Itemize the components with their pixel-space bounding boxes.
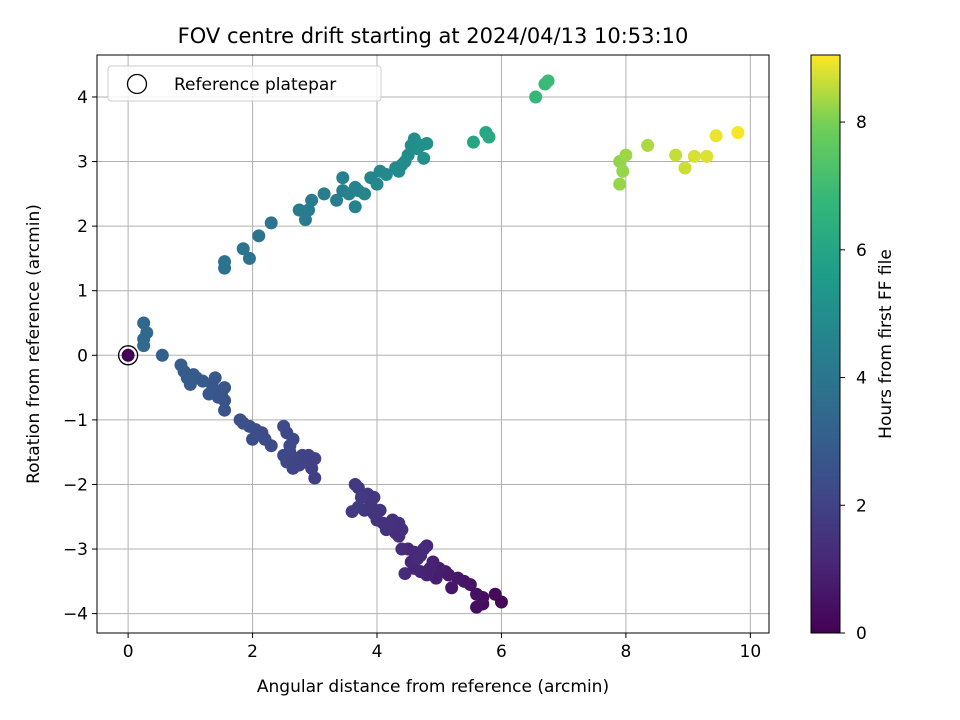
scatter-point <box>488 587 502 601</box>
scatter-point <box>613 177 627 191</box>
scatter-point <box>174 358 188 372</box>
legend: Reference platepar <box>107 65 382 102</box>
scatter-point <box>345 505 359 519</box>
scatter-point <box>482 130 496 144</box>
scatter-point <box>420 136 434 150</box>
scatter-point <box>252 229 266 243</box>
scatter-point <box>470 587 484 601</box>
scatter-point <box>277 419 291 433</box>
scatter-point <box>395 523 409 537</box>
scatter-point <box>641 138 655 152</box>
y-axis-label: Rotation from reference (arcmin) <box>24 204 44 484</box>
plot-frame <box>96 54 770 634</box>
scatter-point <box>379 167 393 181</box>
scatter-point <box>264 216 278 230</box>
scatter-point <box>242 251 256 265</box>
scatter-point <box>417 151 431 165</box>
scatter-point <box>317 187 331 201</box>
x-axis-ticks: 0 2 4 6 8 10 <box>123 633 761 662</box>
grid-lines <box>97 55 769 633</box>
legend-label: Reference platepar <box>174 75 336 95</box>
scatter-point <box>370 177 384 191</box>
scatter-point <box>330 193 344 207</box>
scatter-point <box>398 567 412 581</box>
y-axis-ticks: −4 −3 −2 −1 0 1 2 3 4 <box>63 88 97 625</box>
scatter-point <box>687 149 701 163</box>
legend-marker-icon <box>126 73 148 95</box>
x-tick-label: 0 <box>123 642 134 662</box>
scatter-point <box>417 542 431 556</box>
x-tick-label: 10 <box>740 642 762 662</box>
scatter-point <box>348 477 362 491</box>
scatter-point <box>395 542 409 556</box>
scatter-point <box>233 413 247 427</box>
scatter-point <box>155 348 169 362</box>
colorbar: 0 2 4 6 8 Hours from first FF file <box>810 54 896 644</box>
y-tick-label: 4 <box>77 88 88 108</box>
scatter-point <box>202 387 216 401</box>
reference-point <box>117 345 139 366</box>
scatter-point <box>445 581 459 595</box>
colorbar-tick-label: 6 <box>856 241 867 261</box>
x-tick-label: 6 <box>496 642 507 662</box>
scatter-point <box>277 448 291 462</box>
x-tick-label: 2 <box>247 642 258 662</box>
scatter-point <box>137 339 151 353</box>
scatter-point <box>410 552 424 566</box>
y-tick-label: 0 <box>77 346 88 366</box>
chart-title: FOV centre drift starting at 2024/04/13 … <box>178 24 689 48</box>
scatter-point <box>336 171 350 185</box>
colorbar-tick-label: 0 <box>856 624 867 644</box>
scatter-point <box>529 90 543 104</box>
scatter-point <box>709 129 723 143</box>
scatter-point <box>669 148 683 162</box>
scatter-point <box>236 242 250 256</box>
scatter-point <box>678 161 692 175</box>
legend-box <box>107 65 382 102</box>
scatter-point <box>305 193 319 207</box>
colorbar-tick-label: 8 <box>856 113 867 133</box>
y-tick-label: −1 <box>63 411 88 431</box>
scatter-point <box>246 432 260 446</box>
y-tick-label: −3 <box>63 540 88 560</box>
colorbar-tick-label: 2 <box>856 496 867 516</box>
colorbar-gradient <box>810 54 841 634</box>
reference-start-point <box>121 348 135 362</box>
scatter-point <box>616 164 630 178</box>
scatter-point <box>292 203 306 217</box>
y-tick-label: 2 <box>77 217 88 237</box>
colorbar-label: Hours from first FF file <box>876 249 896 439</box>
scatter-point <box>470 600 484 614</box>
y-tick-label: 1 <box>77 282 88 302</box>
scatter-point <box>218 403 232 417</box>
x-tick-label: 4 <box>372 642 383 662</box>
colorbar-ticks: 0 2 4 6 8 <box>840 113 867 644</box>
scatter-point <box>218 255 232 269</box>
scatter-point <box>541 74 555 88</box>
scatter-point <box>466 135 480 149</box>
scatter-point <box>700 149 714 163</box>
scatter-points <box>137 74 745 614</box>
y-tick-label: −4 <box>63 605 88 625</box>
scatter-point <box>348 200 362 214</box>
y-tick-label: 3 <box>77 153 88 173</box>
scatter-point <box>208 371 222 385</box>
scatter-point <box>283 439 297 453</box>
y-tick-label: −2 <box>63 475 88 495</box>
scatter-point <box>619 148 633 162</box>
colorbar-tick-label: 4 <box>856 369 867 389</box>
x-axis-label: Angular distance from reference (arcmin) <box>257 677 609 697</box>
x-tick-label: 8 <box>620 642 631 662</box>
scatter-point <box>731 125 745 139</box>
scatter-point <box>358 187 372 201</box>
reference-platepar-marker <box>117 345 139 366</box>
